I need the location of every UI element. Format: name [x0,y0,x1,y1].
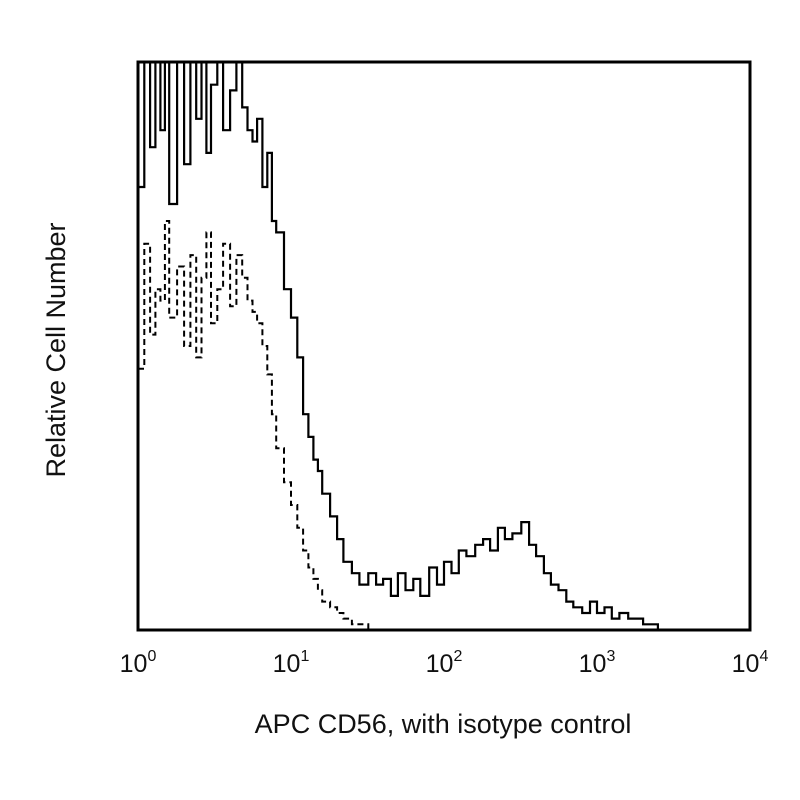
y-axis-title: Relative Cell Number [41,222,71,477]
histogram-line [138,60,661,632]
x-tick-label: 101 [273,648,310,678]
x-tick-label: 104 [732,648,769,678]
x-tick-label: 100 [120,648,157,678]
cd56-stained-series [138,60,661,632]
plot-frame [136,60,752,632]
x-tick-label: 103 [579,648,616,678]
x-axis-title: APC CD56, with isotype control [255,709,632,739]
isotype-control-series [138,220,380,631]
x-tick-label: 102 [426,648,463,678]
histogram-series-layer [138,60,661,632]
histogram-line [138,220,380,631]
x-axis-tick-labels: 100 101 102 103 104 [120,648,769,678]
